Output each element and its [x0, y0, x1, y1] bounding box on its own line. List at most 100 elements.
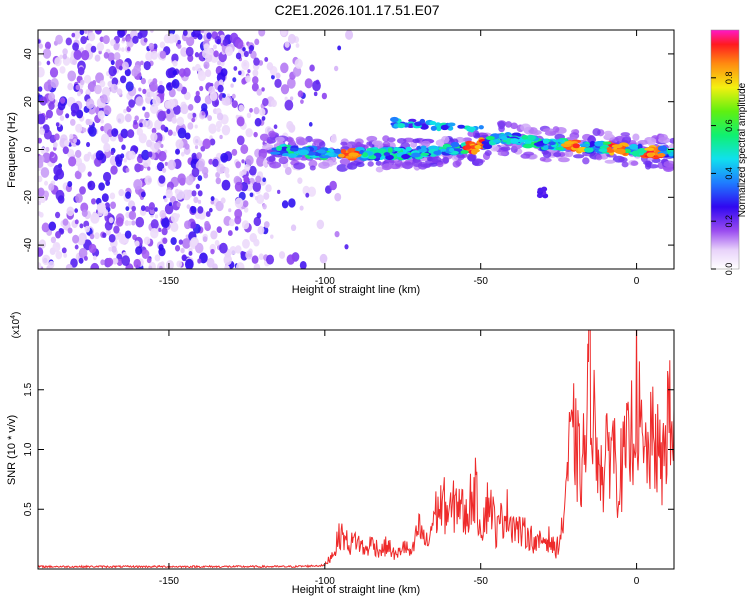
spectrogram-ytick-label: -20: [23, 190, 34, 205]
snr-xtick-label: -100: [315, 576, 335, 587]
spectrogram-noise-blob: [210, 230, 218, 240]
spectrogram-noise-blob: [52, 241, 61, 253]
echo-patch-blob: [429, 120, 437, 125]
snr-panel: -150 -100 -50 0 0.5 1.0 1.5 Height of straigh…: [6, 312, 675, 596]
spectrogram-noise-blob: [213, 50, 219, 58]
spectrogram-noise-blob: [176, 260, 183, 268]
signal-core-blob: [464, 144, 472, 150]
spectrogram-noise-blob: [62, 53, 68, 60]
spectrogram-noise-blob: [125, 81, 134, 92]
spectrogram-noise-blob: [176, 116, 185, 126]
spectrogram-noise-blob: [197, 175, 203, 181]
spectrogram-noise-blob: [39, 212, 44, 218]
spectrogram-noise-blob: [166, 108, 171, 114]
spectrogram-noise-blob: [144, 205, 150, 212]
spectrogram-noise-blob: [150, 228, 159, 239]
spectrogram-noise-blob: [38, 61, 42, 66]
spectrogram-noise-blob: [230, 83, 234, 88]
signal-halo-blob: [293, 162, 306, 170]
signal-core-blob: [668, 153, 674, 157]
svg-text:(x104): (x104): [10, 312, 22, 339]
spectrogram-noise-blob: [262, 177, 266, 183]
signal-halo-blob: [269, 161, 282, 169]
spectrogram-noise-blob: [287, 33, 296, 44]
signal-core-blob: [401, 154, 410, 160]
spectrogram-noise-blob: [165, 189, 173, 199]
spectrogram-noise-blob: [65, 263, 73, 269]
signal-halo-blob: [442, 156, 450, 164]
spectrogram-noise-blob: [271, 74, 275, 80]
spectrogram-noise-blob: [264, 57, 269, 62]
spectrogram-noise-blob: [245, 75, 251, 83]
spectrogram-noise-blob: [242, 47, 246, 52]
spectrogram-noise-blob: [194, 94, 201, 104]
spectrogram-noise-blob: [59, 66, 66, 74]
spectrogram-noise-blob: [94, 84, 102, 95]
signal-halo-blob: [420, 163, 432, 168]
spectrogram-noise-blob: [118, 233, 128, 245]
spectrogram-noise-blob: [44, 41, 52, 50]
spectrogram-noise-blob: [223, 96, 231, 106]
spectrogram-noise-blob: [261, 116, 266, 121]
spectrogram-noise-blob: [131, 68, 139, 77]
spectrogram-noise-blob: [62, 146, 69, 155]
spectrogram-noise-blob: [184, 258, 194, 269]
spectrogram-noise-blob: [240, 144, 249, 155]
spectrogram-noise-blob: [118, 136, 124, 143]
spectrogram-noise-blob: [69, 118, 76, 126]
spectrogram-noise-blob: [113, 52, 121, 61]
spectrogram-noise-blob: [196, 152, 202, 160]
spectrogram-noise-blob: [192, 30, 201, 38]
spectrogram-noise-blob: [222, 93, 226, 98]
signal-halo-blob: [382, 163, 394, 170]
colorbar-gradient: [710, 29, 740, 270]
spectrogram-noise-blob: [256, 194, 265, 205]
spectrogram-noise-blob: [39, 128, 45, 136]
signal-core-blob: [646, 152, 655, 158]
spectrogram-noise-blob: [254, 38, 260, 45]
spectrogram-noise-blob: [223, 167, 230, 175]
spectrogram-noise-blob: [334, 230, 340, 238]
signal-halo-blob: [266, 139, 274, 144]
spectrogram-noise-blob: [337, 45, 342, 51]
spectrogram-noise-blob: [63, 253, 68, 258]
signal-core-blob: [322, 155, 330, 159]
spectrogram-noise-blob: [133, 179, 142, 190]
signal-halo-blob: [411, 159, 423, 168]
spectrogram-noise-blob: [67, 148, 75, 158]
signal-core-blob: [367, 154, 377, 160]
snr-xtick-label: -50: [473, 576, 488, 587]
echo-patch-blob: [478, 125, 484, 130]
spectrogram-noise-blob: [190, 221, 197, 229]
spectrogram-noise-blob: [128, 99, 136, 108]
signal-halo-blob: [588, 135, 596, 143]
spectrogram-noise-blob: [54, 133, 60, 141]
spectrogram-noise-blob: [125, 206, 130, 212]
spectrogram-noise-blob: [251, 255, 259, 264]
spectrogram-noise-blob: [197, 206, 204, 214]
spectrogram-noise-blob: [274, 78, 282, 88]
spectrogram-noise-blob: [48, 101, 55, 110]
spectrogram-noise-blob: [38, 187, 45, 197]
spectrogram-noise-blob: [215, 120, 223, 129]
signal-halo-blob: [552, 126, 560, 133]
spectrogram-noise-blob: [38, 66, 45, 78]
spectrogram-noise-blob: [331, 133, 337, 140]
spectrogram-noise-blob: [228, 208, 232, 213]
spectrogram-noise-blob: [98, 182, 105, 191]
signal-halo-blob: [542, 150, 552, 159]
spectrogram-noise-blob: [241, 78, 247, 85]
signal-core-blob: [289, 147, 299, 152]
echo-patch-blob: [435, 125, 442, 132]
spectrogram-noise-blob: [194, 63, 201, 72]
signal-halo-blob: [375, 160, 382, 166]
spectrogram-noise-blob: [40, 147, 47, 155]
spectrogram-noise-blob: [241, 220, 250, 230]
signal-core-blob: [376, 148, 387, 154]
spectrogram-noise-blob: [231, 93, 236, 99]
spectrogram-noise-blob: [135, 216, 145, 228]
spectrogram-noise-blob: [143, 236, 151, 245]
spectrogram-noise-blob: [231, 100, 238, 109]
signal-halo-blob: [620, 132, 631, 137]
spectrogram-noise-blob: [170, 222, 179, 233]
